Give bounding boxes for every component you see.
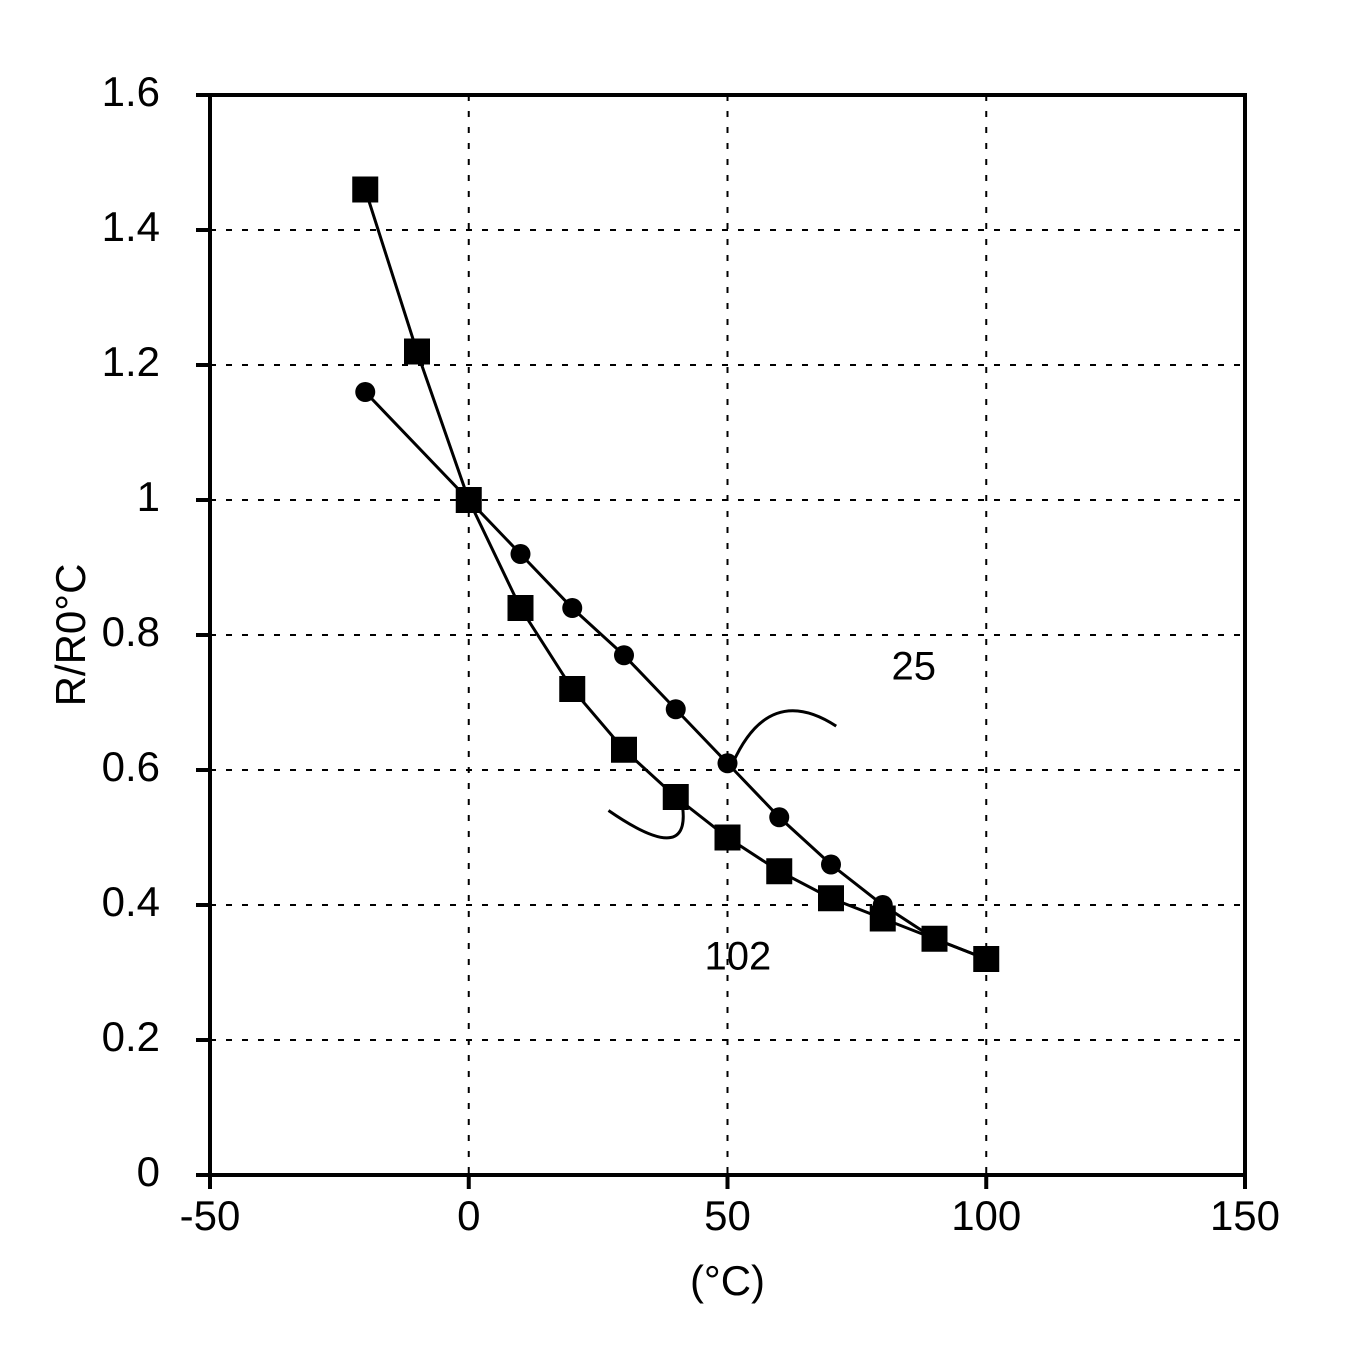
y-tick-label: 0.4 [102,878,160,925]
annotation-102: 102 [704,935,771,979]
y-tick-label: 0.6 [102,743,160,790]
data-marker-circle [511,544,531,564]
data-marker-square [715,825,741,851]
data-marker-square [870,906,896,932]
y-axis-label: R/R0°C [47,564,94,707]
data-marker-circle [355,382,375,402]
y-tick-label: 0.2 [102,1013,160,1060]
x-tick-label: 50 [704,1192,751,1239]
data-marker-circle [614,645,634,665]
y-tick-label: 1.4 [102,203,160,250]
data-marker-square [456,487,482,513]
data-marker-circle [821,855,841,875]
x-tick-label: 150 [1210,1192,1280,1239]
x-tick-label: 100 [951,1192,1021,1239]
data-marker-circle [769,807,789,827]
data-marker-square [404,339,430,365]
data-marker-square [559,676,585,702]
data-marker-square [352,177,378,203]
y-tick-label: 1.6 [102,68,160,115]
y-tick-label: 1 [137,473,160,520]
annotation-25: 25 [892,644,937,688]
data-marker-square [611,737,637,763]
data-marker-circle [562,598,582,618]
data-marker-square [818,885,844,911]
data-marker-circle [666,699,686,719]
y-tick-label: 0.8 [102,608,160,655]
x-tick-label: -50 [180,1192,241,1239]
data-marker-square [508,595,534,621]
line-chart: -50 0 50 100 150 (°C) 0 0.2 0.4 0.6 0.8 1 1.2 1.4 1.6 R… [0,0,1361,1359]
data-marker-square [766,858,792,884]
y-tick-label: 0 [137,1148,160,1195]
x-tick-label: 0 [457,1192,480,1239]
data-marker-square [922,926,948,952]
y-tick-label: 1.2 [102,338,160,385]
data-marker-square [973,946,999,972]
data-marker-square [663,784,689,810]
x-axis-label: (°C) [690,1257,765,1304]
chart-container: -50 0 50 100 150 (°C) 0 0.2 0.4 0.6 0.8 1 1.2 1.4 1.6 R… [0,0,1361,1359]
